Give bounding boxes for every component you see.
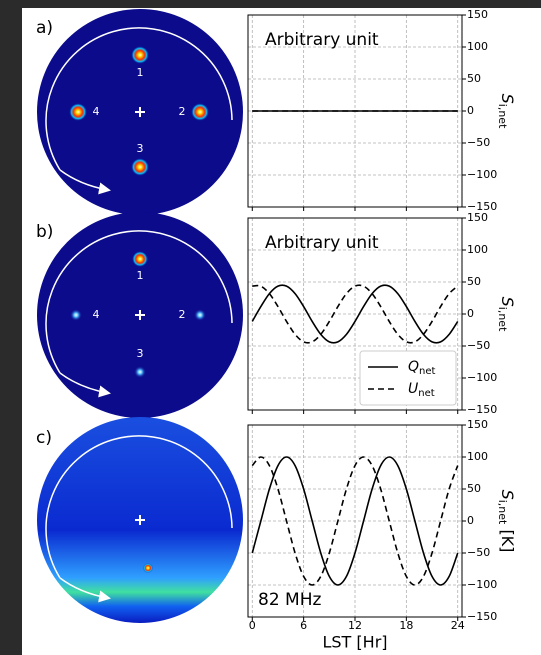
legend-box — [359, 350, 457, 406]
y-tick-label: 100 — [467, 243, 488, 256]
source-label: 1 — [137, 66, 144, 79]
y-tick-label: 100 — [467, 450, 488, 463]
legend-subscript: net — [418, 388, 434, 399]
y-axis-label: Si,net [K] — [496, 490, 518, 553]
legend-name: U — [408, 381, 418, 397]
series-line — [251, 456, 459, 586]
y-label-subscript: i,net — [496, 104, 509, 129]
y-tick-label: 50 — [467, 482, 481, 495]
source-label: 4 — [93, 105, 100, 118]
plot-frame — [247, 424, 463, 618]
panel-label: b) — [36, 222, 53, 242]
y-label-unit: [K] — [499, 529, 518, 552]
sky-map-a — [37, 9, 243, 215]
y-axis-label: Si,net — [496, 94, 518, 129]
y-tick-label: 150 — [467, 211, 488, 224]
x-tick-label: 6 — [300, 619, 307, 632]
legend-name: Q — [408, 359, 419, 375]
y-label-symbol: S — [499, 490, 518, 500]
y-label-subscript: i,net — [496, 500, 509, 525]
panel-label: a) — [36, 18, 53, 38]
y-tick-label: 150 — [467, 418, 488, 431]
y-tick-label: −50 — [467, 136, 490, 149]
series-line — [252, 284, 459, 344]
sky-map-b — [37, 212, 243, 418]
y-tick-label: −50 — [467, 546, 490, 559]
sky-map-c — [37, 417, 243, 623]
y-tick-label: −100 — [467, 371, 497, 384]
x-tick-label: 0 — [249, 619, 256, 632]
y-axis-label: Si,net — [496, 297, 518, 332]
series-line — [251, 456, 459, 586]
source-label: 3 — [137, 142, 144, 155]
y-tick-label: 100 — [467, 40, 488, 53]
y-tick-label: −100 — [467, 578, 497, 591]
x-tick-label: 12 — [348, 619, 362, 632]
legend-label: Unet — [408, 381, 435, 399]
sky-labels: 1 2 3 4 1 2 3 4 — [93, 66, 186, 360]
source-label: 2 — [179, 105, 186, 118]
y-label-subscript: i,net — [496, 307, 509, 332]
x-tick-label: 24 — [451, 619, 465, 632]
plot-frame — [247, 14, 463, 208]
y-tick-label: −150 — [467, 200, 497, 213]
panel-label: c) — [36, 428, 52, 448]
source-label: 4 — [93, 308, 100, 321]
source-label: 2 — [179, 308, 186, 321]
source-label: 3 — [137, 347, 144, 360]
annotation: Arbitrary unit — [265, 30, 379, 50]
y-tick-label: −50 — [467, 339, 490, 352]
y-tick-label: −150 — [467, 610, 497, 623]
y-tick-label: 0 — [467, 514, 474, 527]
y-tick-label: −150 — [467, 403, 497, 416]
series-line — [251, 284, 459, 344]
annotation: 82 MHz — [258, 590, 321, 610]
y-tick-label: 50 — [467, 275, 481, 288]
x-tick-label: 18 — [399, 619, 413, 632]
y-tick-label: 0 — [467, 307, 474, 320]
y-tick-label: 50 — [467, 72, 481, 85]
y-label-symbol: S — [499, 94, 518, 104]
y-label-symbol: S — [499, 297, 518, 307]
y-tick-label: −100 — [467, 168, 497, 181]
plot-frame — [247, 217, 463, 411]
legend-label: Qnet — [408, 359, 436, 377]
y-tick-label: 0 — [467, 104, 474, 117]
annotation: Arbitrary unit — [265, 233, 379, 253]
source-label: 1 — [137, 269, 144, 282]
y-tick-label: 150 — [467, 8, 488, 21]
x-axis-label: LST [Hr] — [322, 633, 387, 652]
legend-subscript: net — [419, 366, 435, 377]
